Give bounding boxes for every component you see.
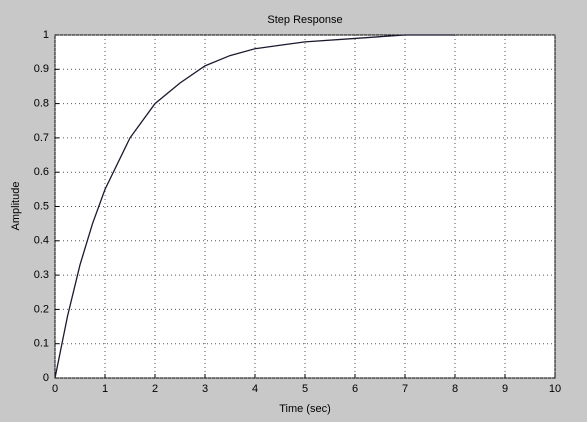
y-axis-label: Amplitude (10, 182, 22, 231)
y-tick-label: 0.2 (34, 303, 49, 315)
y-tick-label: 0.3 (34, 269, 49, 281)
x-axis-label: Time (sec) (279, 403, 331, 415)
y-tick-label: 0.9 (34, 63, 49, 75)
x-tick-label: 1 (102, 383, 108, 395)
x-tick-label: 8 (452, 383, 458, 395)
x-tick-label: 7 (402, 383, 408, 395)
x-tick-label: 4 (252, 383, 258, 395)
y-tick-label: 0.7 (34, 132, 49, 144)
x-tick-label: 6 (352, 383, 358, 395)
y-tick-label: 0.4 (34, 235, 49, 247)
x-tick-label: 5 (302, 383, 308, 395)
y-tick-label: 0.5 (34, 200, 49, 212)
line-series (54, 34, 455, 379)
y-tick-label: 0.1 (34, 338, 49, 350)
x-tick-label: 3 (202, 383, 208, 395)
x-tick-label: 10 (549, 383, 561, 395)
y-tick-label: 1 (43, 29, 49, 41)
y-tick-label: 0.8 (34, 98, 49, 110)
x-tick-label: 0 (52, 383, 58, 395)
x-tick-label: 2 (152, 383, 158, 395)
chart-title: Step Response (267, 14, 342, 26)
x-tick-label: 9 (502, 383, 508, 395)
y-tick-label: 0.6 (34, 166, 49, 178)
y-tick-label: 0 (43, 372, 49, 384)
